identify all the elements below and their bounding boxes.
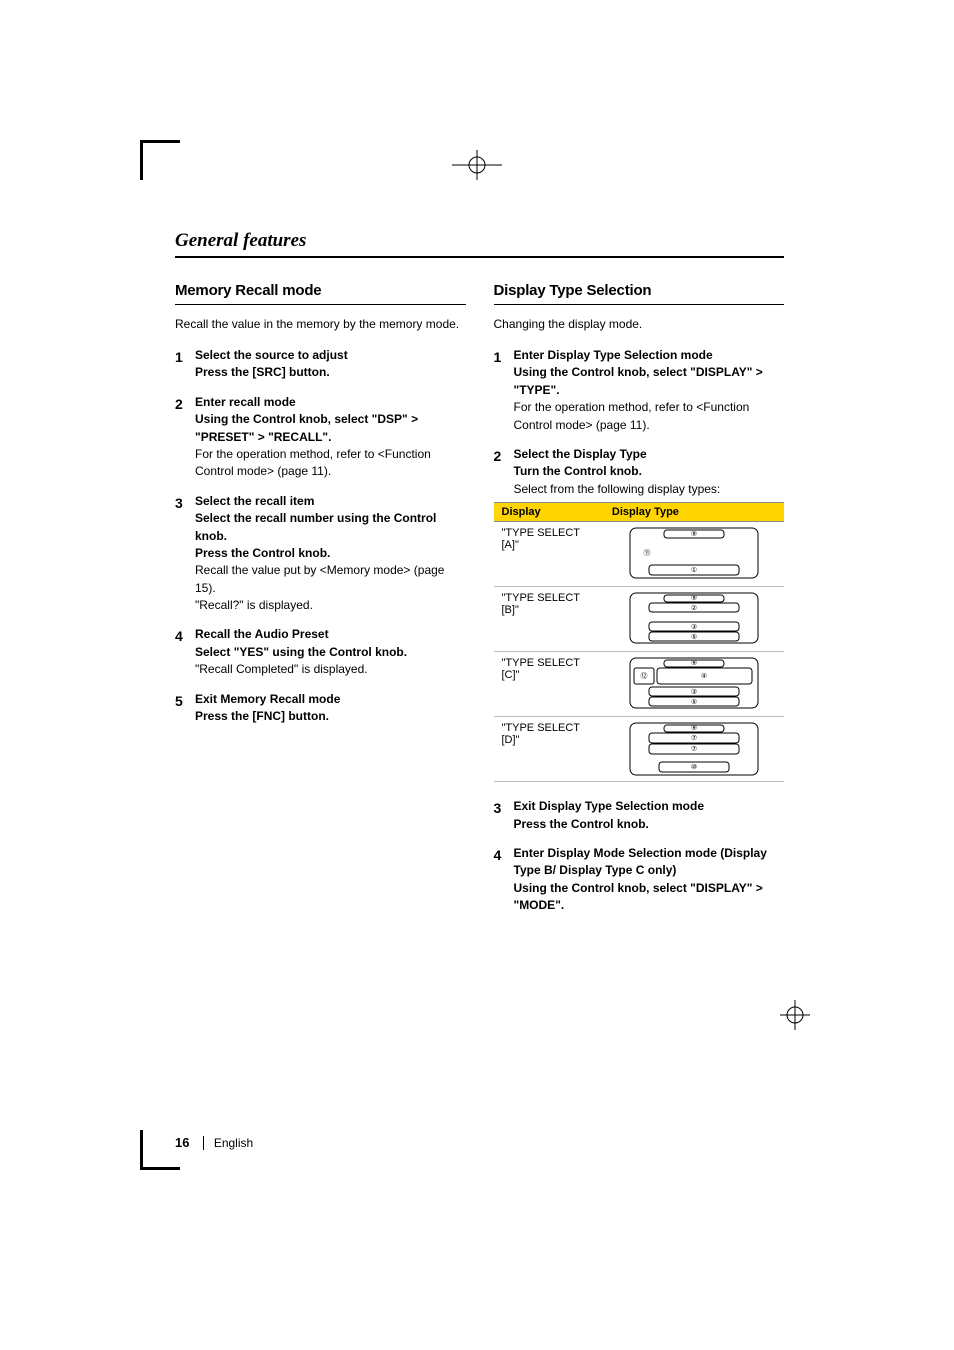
table-cell-display: "TYPE SELECT [B]" bbox=[494, 587, 604, 652]
step-action: Press the Control knob. bbox=[514, 816, 785, 833]
svg-text:⑨: ⑨ bbox=[691, 659, 697, 667]
display-type-table: Display Display Type "TYPE SELECT [A]" ⑨… bbox=[494, 502, 785, 782]
svg-text:⑤: ⑤ bbox=[691, 633, 697, 641]
step-note: "Recall?" is displayed. bbox=[195, 597, 466, 614]
table-cell-display: "TYPE SELECT [C]" bbox=[494, 652, 604, 717]
step-action: Press the Control knob. bbox=[195, 545, 466, 562]
step-title: Exit Display Type Selection mode bbox=[514, 798, 785, 815]
step-action: Select the recall number using the Contr… bbox=[195, 510, 466, 545]
step: 1 Enter Display Type Selection mode Usin… bbox=[494, 347, 785, 434]
step-action: Press the [FNC] button. bbox=[195, 708, 466, 725]
reg-mark-icon bbox=[780, 1000, 810, 1030]
svg-text:②: ② bbox=[691, 604, 697, 612]
step: 4 Enter Display Mode Selection mode (Dis… bbox=[494, 845, 785, 915]
step-number: 4 bbox=[175, 626, 187, 678]
table-header: Display Type bbox=[604, 503, 784, 522]
display-layout-icon: ⑨ ② ③ ⑤ bbox=[629, 592, 759, 646]
step: 5 Exit Memory Recall mode Press the [FNC… bbox=[175, 691, 466, 726]
step-action: Using the Control knob, select "DISPLAY"… bbox=[514, 880, 785, 915]
step-note: For the operation method, refer to <Func… bbox=[514, 399, 785, 434]
svg-text:⑫: ⑫ bbox=[640, 672, 647, 680]
display-layout-icon: ⑨ ⑦ ⑦ ⑩ bbox=[629, 722, 759, 776]
step: 1 Select the source to adjust Press the … bbox=[175, 347, 466, 382]
step-note: "Recall Completed" is displayed. bbox=[195, 661, 466, 678]
step-number: 1 bbox=[175, 347, 187, 382]
svg-text:⑨: ⑨ bbox=[691, 594, 697, 602]
footer-lang: English bbox=[203, 1136, 253, 1150]
table-cell-type: ⑨ ② ③ ⑤ bbox=[604, 587, 784, 652]
step-number: 3 bbox=[494, 798, 506, 833]
step-action: Turn the Control knob. bbox=[514, 463, 785, 480]
reg-mark-icon bbox=[452, 150, 502, 180]
step-number: 4 bbox=[494, 845, 506, 915]
step-action: Using the Control knob, select "DISPLAY"… bbox=[514, 364, 785, 399]
col-left: Memory Recall mode Recall the value in t… bbox=[175, 282, 466, 926]
svg-text:③: ③ bbox=[691, 688, 697, 696]
table-cell-type: ⑨ ⑪ ① bbox=[604, 522, 784, 587]
step-title: Recall the Audio Preset bbox=[195, 626, 466, 643]
table-row: "TYPE SELECT [B]" ⑨ ② ③ ⑤ bbox=[494, 587, 785, 652]
step: 2 Select the Display Type Turn the Contr… bbox=[494, 446, 785, 498]
svg-text:⑦: ⑦ bbox=[691, 745, 697, 753]
step: 2 Enter recall mode Using the Control kn… bbox=[175, 394, 466, 481]
table-cell-display: "TYPE SELECT [A]" bbox=[494, 522, 604, 587]
step-number: 3 bbox=[175, 493, 187, 615]
svg-text:①: ① bbox=[691, 566, 697, 574]
reg-mark-icon bbox=[140, 1130, 180, 1170]
step-number: 1 bbox=[494, 347, 506, 434]
svg-text:⑦: ⑦ bbox=[691, 734, 697, 742]
table-row: "TYPE SELECT [D]" ⑨ ⑦ ⑦ ⑩ bbox=[494, 717, 785, 782]
table-header: Display bbox=[494, 503, 604, 522]
step-number: 2 bbox=[494, 446, 506, 498]
table-cell-display: "TYPE SELECT [D]" bbox=[494, 717, 604, 782]
intro-right: Changing the display mode. bbox=[494, 315, 785, 333]
svg-text:⑨: ⑨ bbox=[691, 530, 697, 538]
step-action: Using the Control knob, select "DSP" > "… bbox=[195, 411, 466, 446]
reg-mark-icon bbox=[140, 140, 180, 180]
step-title: Enter recall mode bbox=[195, 394, 466, 411]
table-cell-type: ⑨ ⑫ ④③ ⑤ bbox=[604, 652, 784, 717]
step-note: Select from the following display types: bbox=[514, 481, 785, 498]
step: 3 Exit Display Type Selection mode Press… bbox=[494, 798, 785, 833]
svg-text:⑤: ⑤ bbox=[691, 698, 697, 706]
step-title: Exit Memory Recall mode bbox=[195, 691, 466, 708]
col-right: Display Type Selection Changing the disp… bbox=[494, 282, 785, 926]
step-title: Enter Display Mode Selection mode (Displ… bbox=[514, 845, 785, 880]
table-row: "TYPE SELECT [C]" ⑨ ⑫ ④③ ⑤ bbox=[494, 652, 785, 717]
heading-memory-recall: Memory Recall mode bbox=[175, 282, 466, 305]
step-action: Press the [SRC] button. bbox=[195, 364, 466, 381]
step-title: Select the Display Type bbox=[514, 446, 785, 463]
svg-text:⑩: ⑩ bbox=[691, 763, 697, 771]
step-note: For the operation method, refer to <Func… bbox=[195, 446, 466, 481]
step: 3 Select the recall item Select the reca… bbox=[175, 493, 466, 615]
display-layout-icon: ⑨ ⑫ ④③ ⑤ bbox=[629, 657, 759, 711]
svg-text:⑨: ⑨ bbox=[691, 724, 697, 732]
step-note: Recall the value put by <Memory mode> (p… bbox=[195, 562, 466, 597]
display-layout-icon: ⑨ ⑪ ① bbox=[629, 527, 759, 581]
svg-text:⑪: ⑪ bbox=[643, 549, 650, 557]
step-action: Select "YES" using the Control knob. bbox=[195, 644, 466, 661]
step-title: Enter Display Type Selection mode bbox=[514, 347, 785, 364]
table-row: "TYPE SELECT [A]" ⑨ ⑪ ① bbox=[494, 522, 785, 587]
svg-text:④: ④ bbox=[701, 672, 707, 680]
heading-display-type: Display Type Selection bbox=[494, 282, 785, 305]
svg-text:③: ③ bbox=[691, 623, 697, 631]
step-number: 5 bbox=[175, 691, 187, 726]
step: 4 Recall the Audio Preset Select "YES" u… bbox=[175, 626, 466, 678]
step-title: Select the source to adjust bbox=[195, 347, 466, 364]
table-cell-type: ⑨ ⑦ ⑦ ⑩ bbox=[604, 717, 784, 782]
section-title: General features bbox=[175, 230, 784, 258]
page-number: 16 bbox=[175, 1135, 189, 1150]
step-number: 2 bbox=[175, 394, 187, 481]
page-footer: 16 English bbox=[175, 1135, 253, 1150]
intro-left: Recall the value in the memory by the me… bbox=[175, 315, 466, 333]
step-title: Select the recall item bbox=[195, 493, 466, 510]
